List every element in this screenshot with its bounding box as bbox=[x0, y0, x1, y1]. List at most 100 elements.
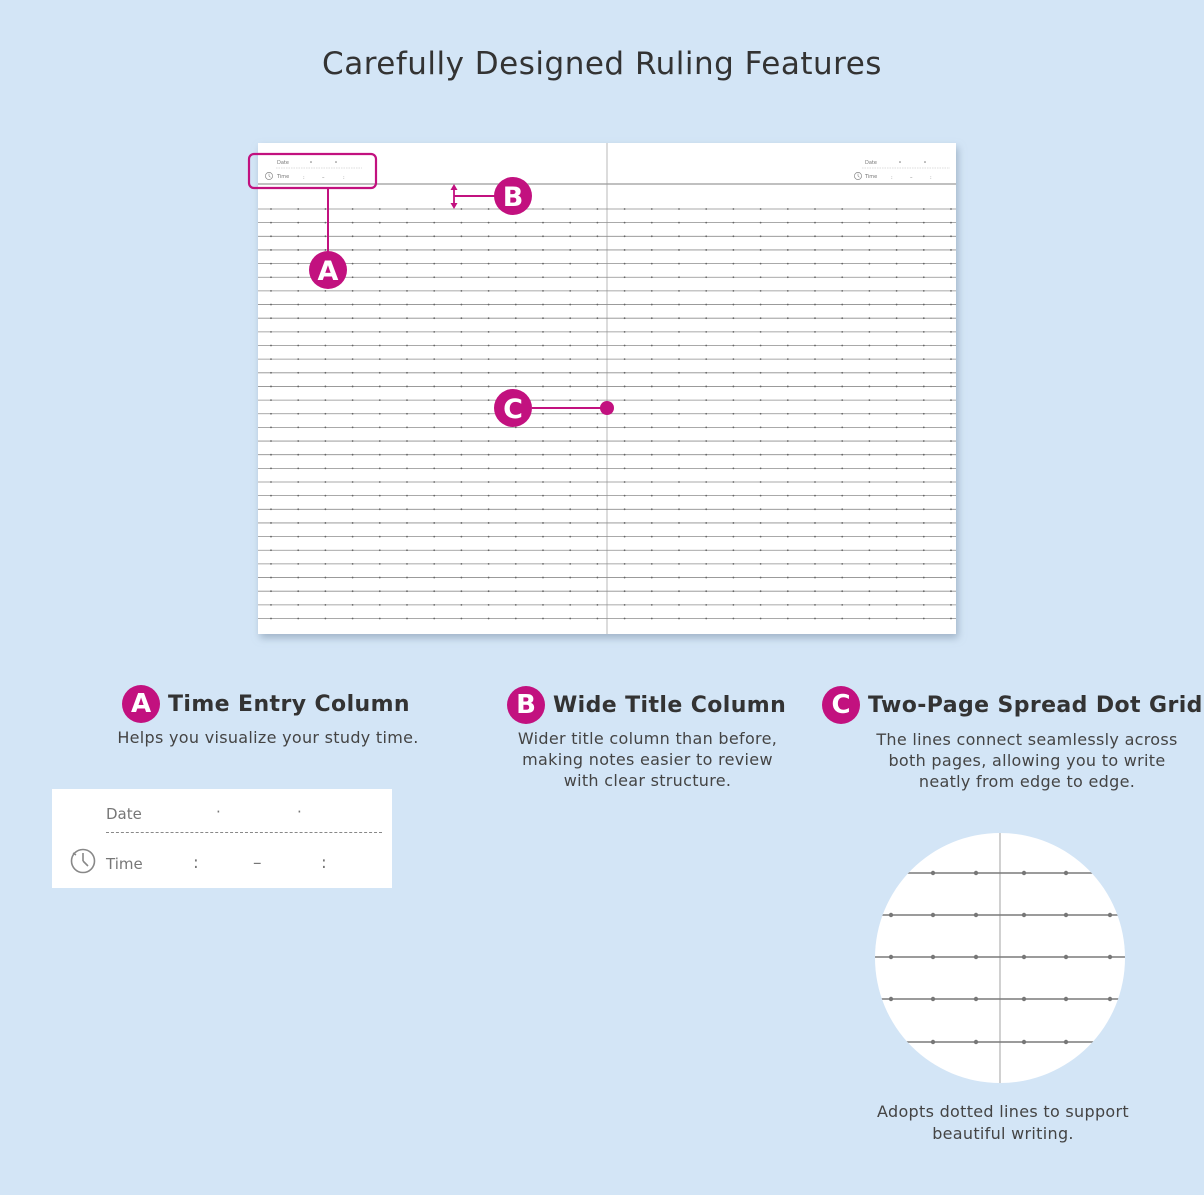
rule-dot bbox=[895, 385, 898, 388]
rule-dot bbox=[270, 399, 272, 401]
rule-dot bbox=[297, 249, 300, 251]
rule-dot bbox=[922, 535, 925, 538]
rule-dot bbox=[705, 617, 708, 620]
rule-dot bbox=[922, 440, 925, 442]
rule-dot bbox=[678, 440, 680, 442]
rule-dot bbox=[542, 453, 544, 456]
rule-dot bbox=[297, 467, 300, 470]
rule-dot bbox=[895, 603, 898, 606]
rule-dot bbox=[650, 481, 653, 483]
rule-dot bbox=[868, 549, 871, 552]
rule-dot bbox=[786, 235, 789, 238]
rule-dot bbox=[514, 344, 517, 347]
rule-dot bbox=[623, 330, 626, 333]
rule-dot bbox=[868, 617, 871, 620]
rule-dot bbox=[297, 590, 300, 593]
rule-dot bbox=[759, 603, 762, 606]
rule-dot bbox=[841, 221, 844, 224]
rule-dot bbox=[433, 276, 436, 279]
rule-dot bbox=[732, 399, 735, 401]
rule-dot bbox=[678, 290, 680, 292]
rule-dot bbox=[487, 249, 490, 251]
rule-dot bbox=[406, 603, 408, 606]
rule-dot bbox=[705, 563, 708, 565]
rule-dot bbox=[351, 249, 354, 251]
rule-dot bbox=[922, 371, 925, 374]
rule-dot bbox=[841, 522, 844, 524]
rule-dot bbox=[542, 481, 544, 483]
rule-dot bbox=[732, 262, 735, 265]
rule-dot bbox=[950, 590, 952, 593]
rule-dot bbox=[596, 590, 599, 593]
rule-dot bbox=[460, 522, 463, 524]
rule-dot bbox=[270, 276, 272, 279]
rule-dot bbox=[786, 494, 789, 497]
rule-dot bbox=[351, 235, 354, 238]
zoom-dot bbox=[1021, 912, 1027, 918]
rule-dot bbox=[433, 208, 436, 210]
rule-dot bbox=[406, 440, 408, 442]
rule-dot bbox=[841, 412, 844, 415]
rule-dot bbox=[732, 330, 735, 333]
svg-text::: : bbox=[891, 175, 893, 181]
rule-dot bbox=[514, 330, 517, 333]
rule-dot bbox=[814, 590, 816, 593]
rule-dot bbox=[650, 494, 653, 497]
rule-dot bbox=[650, 426, 653, 429]
rule-dot bbox=[378, 399, 381, 401]
rule-dot bbox=[678, 303, 680, 306]
rule-dot bbox=[922, 221, 925, 224]
rule-dot bbox=[487, 399, 490, 401]
rule-dot bbox=[759, 317, 762, 320]
rule-dot bbox=[732, 371, 735, 374]
rule-dot bbox=[922, 603, 925, 606]
rule-dot bbox=[433, 235, 436, 238]
rule-dot bbox=[406, 290, 408, 292]
rule-dot bbox=[705, 549, 708, 552]
rule-dot bbox=[895, 522, 898, 524]
rule-dot bbox=[950, 249, 952, 251]
rule-dot bbox=[297, 412, 300, 415]
rule-dot bbox=[732, 494, 735, 497]
rule-dot bbox=[623, 276, 626, 279]
dot-grid-zoom bbox=[875, 833, 1125, 1083]
rule-dot bbox=[297, 481, 300, 483]
rule-dot bbox=[351, 399, 354, 401]
rule-dot bbox=[487, 453, 490, 456]
rule-dot bbox=[868, 235, 871, 238]
rule-dot bbox=[814, 235, 816, 238]
rule-dot bbox=[569, 208, 572, 210]
rule-dot bbox=[406, 317, 408, 320]
rule-dot bbox=[542, 290, 544, 292]
rule-dot bbox=[514, 385, 517, 388]
rule-dot bbox=[297, 290, 300, 292]
rule-dot bbox=[678, 344, 680, 347]
rule-dot bbox=[814, 576, 816, 579]
zoom-dot bbox=[1021, 870, 1027, 876]
rule-dot bbox=[487, 330, 490, 333]
rule-dot bbox=[759, 358, 762, 361]
rule-dot bbox=[732, 522, 735, 524]
rule-dot bbox=[678, 221, 680, 224]
rule-dot bbox=[786, 249, 789, 251]
rule-dot bbox=[297, 453, 300, 456]
rule-dot bbox=[487, 508, 490, 511]
rule-dot bbox=[270, 330, 272, 333]
rule-dot bbox=[895, 440, 898, 442]
rule-dot bbox=[324, 590, 327, 593]
right-header-time-label: Time bbox=[864, 174, 877, 180]
rule-dot bbox=[569, 576, 572, 579]
rule-dot bbox=[922, 522, 925, 524]
rule-dot bbox=[460, 235, 463, 238]
rule-dot bbox=[270, 303, 272, 306]
rule-dot bbox=[270, 208, 272, 210]
rule-dot bbox=[351, 426, 354, 429]
rule-dot bbox=[433, 549, 436, 552]
rule-dot bbox=[324, 344, 327, 347]
rule-dot bbox=[487, 522, 490, 524]
rule-dot bbox=[678, 494, 680, 497]
rule-dot bbox=[950, 617, 952, 620]
zoom-dot bbox=[973, 1039, 979, 1045]
callout-b-letter: B bbox=[503, 182, 524, 213]
dot-grid-caption: Adopts dotted lines to support beautiful… bbox=[877, 1102, 1129, 1143]
